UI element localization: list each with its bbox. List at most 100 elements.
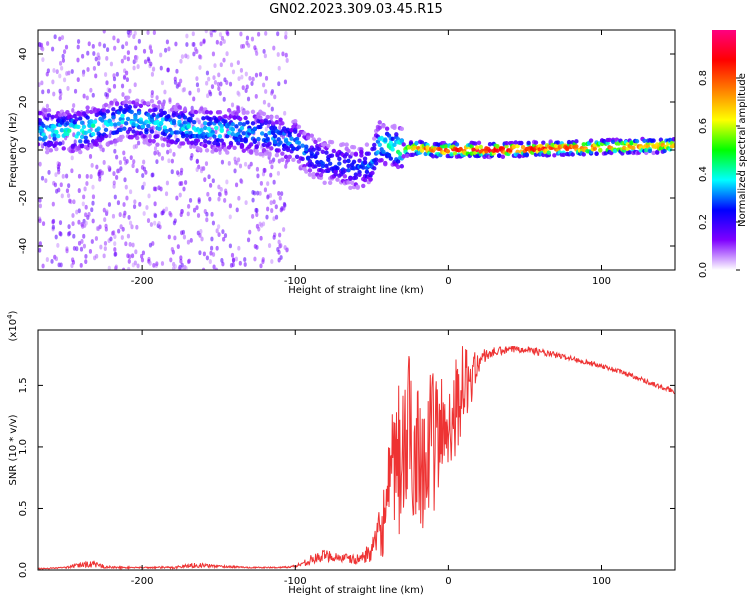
spectrogram-cell	[204, 110, 210, 115]
spectrogram-speckle	[205, 80, 209, 86]
spectrogram-speckle	[122, 213, 126, 219]
spectrogram-speckle	[131, 242, 135, 248]
spectrogram-cell	[142, 101, 147, 106]
spectrogram-cell	[474, 145, 480, 150]
spectrogram-speckle	[227, 160, 231, 166]
colorbar-label: Normalized spectral amplitude	[737, 73, 748, 227]
spectrogram-speckle	[243, 161, 248, 167]
spectrogram-speckle	[244, 71, 248, 77]
spectrogram-speckle	[152, 186, 157, 192]
spectrogram-speckle	[163, 89, 167, 95]
spectrogram-cell	[79, 143, 85, 149]
spectrogram-speckle	[203, 177, 207, 183]
spectrogram-cell	[182, 107, 188, 112]
spectrogram-cell	[337, 161, 342, 166]
spectrogram-speckle	[146, 30, 150, 35]
spectrogram-speckle	[82, 194, 86, 200]
spectrogram-cell	[158, 120, 164, 126]
spectrogram-cell	[155, 142, 160, 147]
spectrogram-cell	[160, 102, 166, 107]
spectrogram-speckle	[157, 104, 161, 110]
spectrogram-speckle	[38, 161, 42, 167]
spectrogram-cell	[203, 138, 208, 144]
spectrogram-cell	[296, 124, 302, 129]
y-tick-label: 1.0	[18, 439, 29, 455]
spectrogram-speckle	[58, 36, 62, 42]
spectrogram-speckle	[153, 220, 157, 226]
spectrogram-speckle	[77, 240, 82, 246]
spectrogram-speckle	[89, 174, 93, 179]
spectrogram-cell	[54, 114, 59, 119]
spectrogram-speckle	[130, 224, 134, 230]
spectrogram-cell	[111, 111, 116, 117]
spectrogram-cell	[289, 136, 294, 141]
spectrogram-cell	[631, 145, 636, 151]
y-tick-label: 1.5	[18, 377, 29, 393]
spectrogram-speckle	[222, 96, 226, 102]
spectrogram-speckle	[215, 245, 219, 251]
spectrogram-cell	[217, 109, 223, 115]
spectrogram-speckle	[168, 148, 172, 154]
spectrogram-speckle	[88, 248, 93, 254]
spectrogram-speckle	[55, 69, 59, 75]
spectrogram-speckle	[45, 71, 49, 77]
colorbar-tick-label: 0.8	[698, 70, 709, 86]
spectrogram-cell	[315, 151, 320, 156]
spectrogram-speckle	[240, 74, 244, 80]
spectrogram-speckle	[107, 265, 111, 270]
spectrogram-speckle	[120, 83, 125, 89]
spectrogram-speckle	[178, 181, 182, 187]
spectrogram-speckle	[174, 41, 178, 47]
spectrogram-cell	[157, 126, 162, 132]
spectrogram-speckle	[206, 191, 210, 197]
spectrogram-cell	[140, 124, 145, 129]
spectrogram-speckle	[230, 102, 235, 108]
spectrogram-cell	[144, 127, 149, 133]
spectrogram-cell	[50, 128, 55, 134]
spectrogram-speckle	[181, 229, 185, 235]
spectrogram-speckle	[79, 246, 84, 252]
spectrogram-speckle	[230, 252, 235, 258]
spectrogram-speckle	[271, 158, 275, 164]
spectrogram-speckle	[210, 236, 214, 242]
spectrogram-cell	[254, 148, 259, 154]
spectrogram-cell	[118, 127, 123, 133]
spectrogram-cell	[267, 141, 272, 146]
spectrogram-speckle	[109, 236, 113, 242]
spectrogram-cell	[136, 125, 142, 130]
spectrogram-cell	[316, 146, 322, 152]
spectrogram-speckle	[38, 42, 42, 47]
spectrogram-speckle	[237, 91, 241, 97]
spectrogram-speckle	[70, 69, 74, 74]
spectrogram-cell	[133, 114, 138, 120]
spectrogram-speckle	[127, 214, 131, 220]
spectrogram-speckle	[87, 211, 91, 217]
spectrogram-speckle	[245, 84, 249, 90]
spectrogram-speckle	[102, 30, 106, 34]
spectrogram-cell	[296, 140, 302, 145]
spectrogram-speckle	[161, 210, 165, 216]
spectrogram-speckle	[261, 257, 265, 262]
spectrogram-cell	[263, 118, 269, 123]
spectrogram-cell	[120, 113, 125, 119]
spectrogram-cell	[127, 127, 133, 132]
spectrogram-cell	[203, 125, 208, 131]
spectrogram-cell	[135, 135, 140, 141]
spectrogram-cell	[114, 101, 120, 107]
spectrogram-speckle	[218, 32, 223, 37]
spectrogram-speckle	[91, 92, 95, 98]
spectrogram-cell	[78, 139, 83, 144]
spectrogram-speckle	[280, 191, 284, 197]
spectrogram-speckle	[278, 232, 282, 238]
spectrogram-speckle	[126, 56, 130, 62]
spectrogram-speckle	[84, 204, 88, 210]
spectrogram-speckle	[208, 89, 212, 95]
spectrogram-speckle	[247, 43, 251, 48]
spectrogram-cell	[375, 150, 381, 155]
spectrogram-speckle	[276, 247, 280, 252]
spectrogram-cell	[379, 158, 384, 163]
spectrogram-speckle	[272, 179, 276, 185]
spectrogram-cell	[203, 143, 208, 149]
spectrogram-speckle	[276, 31, 280, 37]
spectrogram-cell	[588, 138, 594, 143]
